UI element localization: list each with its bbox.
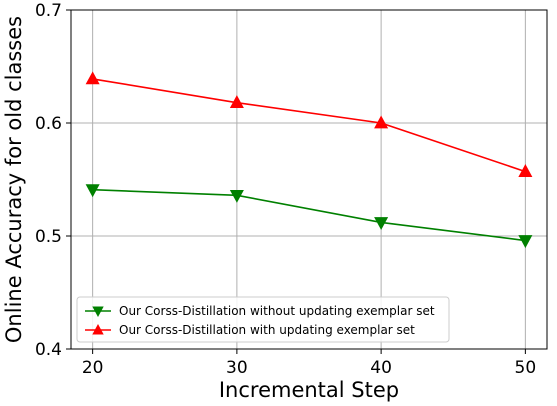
y-tick-label: 0.7 — [35, 1, 62, 21]
series-group — [85, 71, 533, 249]
data-point — [229, 189, 244, 203]
x-tick-label: 40 — [370, 358, 392, 378]
series-1 — [85, 71, 533, 177]
data-point — [229, 95, 244, 109]
legend-entry: Our Corss-Distillation without updating … — [85, 304, 435, 318]
x-tick-label: 30 — [226, 358, 248, 378]
legend-box — [76, 296, 450, 343]
legend-label: Our Corss-Distillation with updating exe… — [119, 323, 415, 337]
x-tick-label: 20 — [82, 358, 104, 378]
y-tick-label: 0.4 — [35, 340, 62, 360]
data-point — [85, 184, 100, 198]
series-line — [92, 78, 526, 173]
legend-label: Our Corss-Distillation without updating … — [119, 304, 435, 318]
legend-marker — [92, 306, 104, 317]
axis-ticks: 20 30 40 50 0.4 0.5 0.6 0.7 — [35, 1, 536, 378]
legend-marker — [92, 324, 104, 335]
x-tick-label: 50 — [515, 358, 537, 378]
data-point — [374, 217, 389, 230]
data-point — [85, 71, 100, 85]
y-tick-label: 0.5 — [35, 227, 62, 247]
legend-entry: Our Corss-Distillation with updating exe… — [85, 323, 415, 337]
x-axis-title: Incremental Step — [219, 378, 399, 402]
series-0 — [85, 184, 533, 249]
y-tick-label: 0.6 — [35, 114, 62, 134]
legend: Our Corss-Distillation without updating … — [76, 296, 450, 343]
series-line — [92, 188, 526, 242]
data-point — [518, 235, 533, 249]
data-point — [518, 164, 533, 177]
data-point — [374, 115, 389, 129]
y-axis-title: Online Accuracy for old classes — [2, 16, 26, 343]
plot-frame — [70, 9, 548, 350]
